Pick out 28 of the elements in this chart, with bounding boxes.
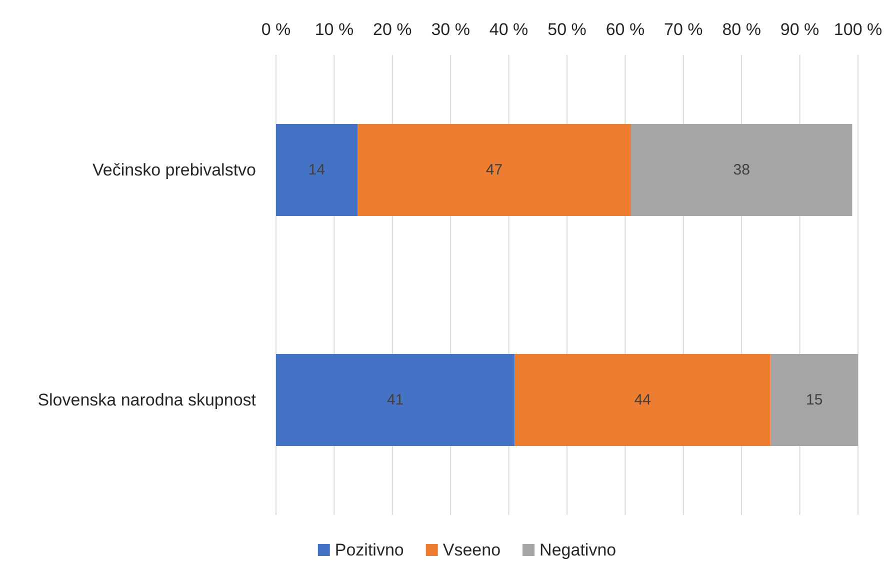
bar — [514, 354, 771, 446]
x-tick-label: 70 % — [664, 20, 703, 39]
data-label: 38 — [733, 162, 750, 178]
x-tick-label: 20 % — [373, 20, 412, 39]
bar — [357, 124, 632, 216]
bar — [770, 354, 858, 446]
x-tick-label: 50 % — [548, 20, 586, 39]
data-label: 44 — [634, 392, 652, 408]
x-tick-label: 40 % — [489, 20, 528, 39]
x-tick-label: 0 % — [261, 20, 291, 39]
legend-label: Pozitivno — [334, 540, 404, 560]
x-tick-label: 30 % — [431, 20, 470, 39]
x-tick-label: 10 % — [314, 20, 354, 39]
data-label: 47 — [486, 162, 503, 178]
data-label: 15 — [806, 392, 823, 408]
y-tick-label: Slovenska narodna skupnost — [38, 390, 256, 410]
x-tick-label: 60 % — [606, 20, 645, 39]
y-tick-label: Večinsko prebivalstvo — [92, 160, 256, 180]
bar — [276, 124, 358, 216]
bar — [276, 354, 515, 446]
x-tick-label: 100 % — [834, 20, 882, 39]
data-label: 14 — [308, 162, 326, 178]
bar — [631, 124, 852, 216]
legend-label: Negativno — [540, 540, 616, 560]
x-tick-label: 80 % — [722, 20, 761, 39]
x-tick-label: 90 % — [780, 20, 820, 39]
data-label: 41 — [386, 392, 404, 408]
legend-label: Vseeno — [442, 540, 501, 560]
